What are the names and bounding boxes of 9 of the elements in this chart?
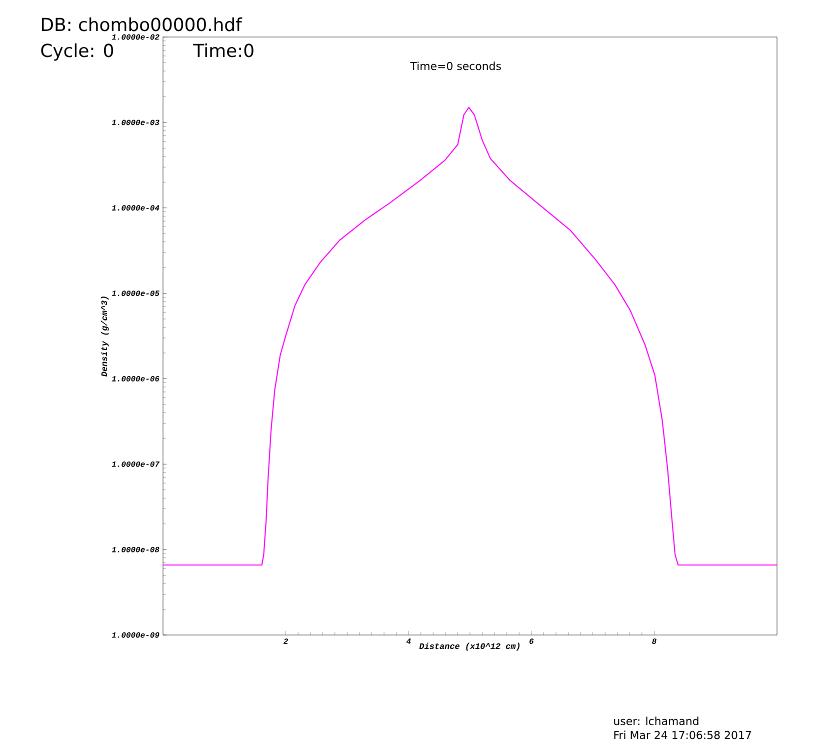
y-axis-title: Density (g/cm^3)	[100, 296, 109, 377]
annotation: Time=0 seconds	[410, 62, 501, 70]
annotation: Time:0	[193, 43, 254, 58]
x-axis-title: Distance (x10^12 cm)	[419, 642, 520, 651]
line-series	[163, 106, 778, 566]
text: Fri Mar 24 17:06:58 2017	[614, 730, 751, 740]
text: Cycle: 0	[41, 43, 114, 61]
text: user: lchamand	[614, 716, 698, 726]
text: DB: chombo00000.hdf	[42, 17, 242, 32]
